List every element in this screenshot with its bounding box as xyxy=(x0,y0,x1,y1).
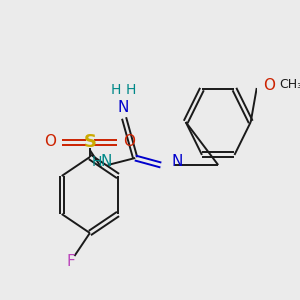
Text: F: F xyxy=(67,254,75,269)
Text: H: H xyxy=(92,155,102,169)
Text: O: O xyxy=(44,134,56,149)
Text: CH₃: CH₃ xyxy=(279,79,300,92)
Text: N: N xyxy=(171,154,182,169)
Text: N: N xyxy=(118,100,129,116)
Text: H: H xyxy=(110,83,121,97)
Text: O: O xyxy=(264,77,276,92)
Text: S: S xyxy=(83,133,96,151)
Text: O: O xyxy=(123,134,135,149)
Text: H: H xyxy=(126,83,136,97)
Text: N: N xyxy=(100,154,112,169)
